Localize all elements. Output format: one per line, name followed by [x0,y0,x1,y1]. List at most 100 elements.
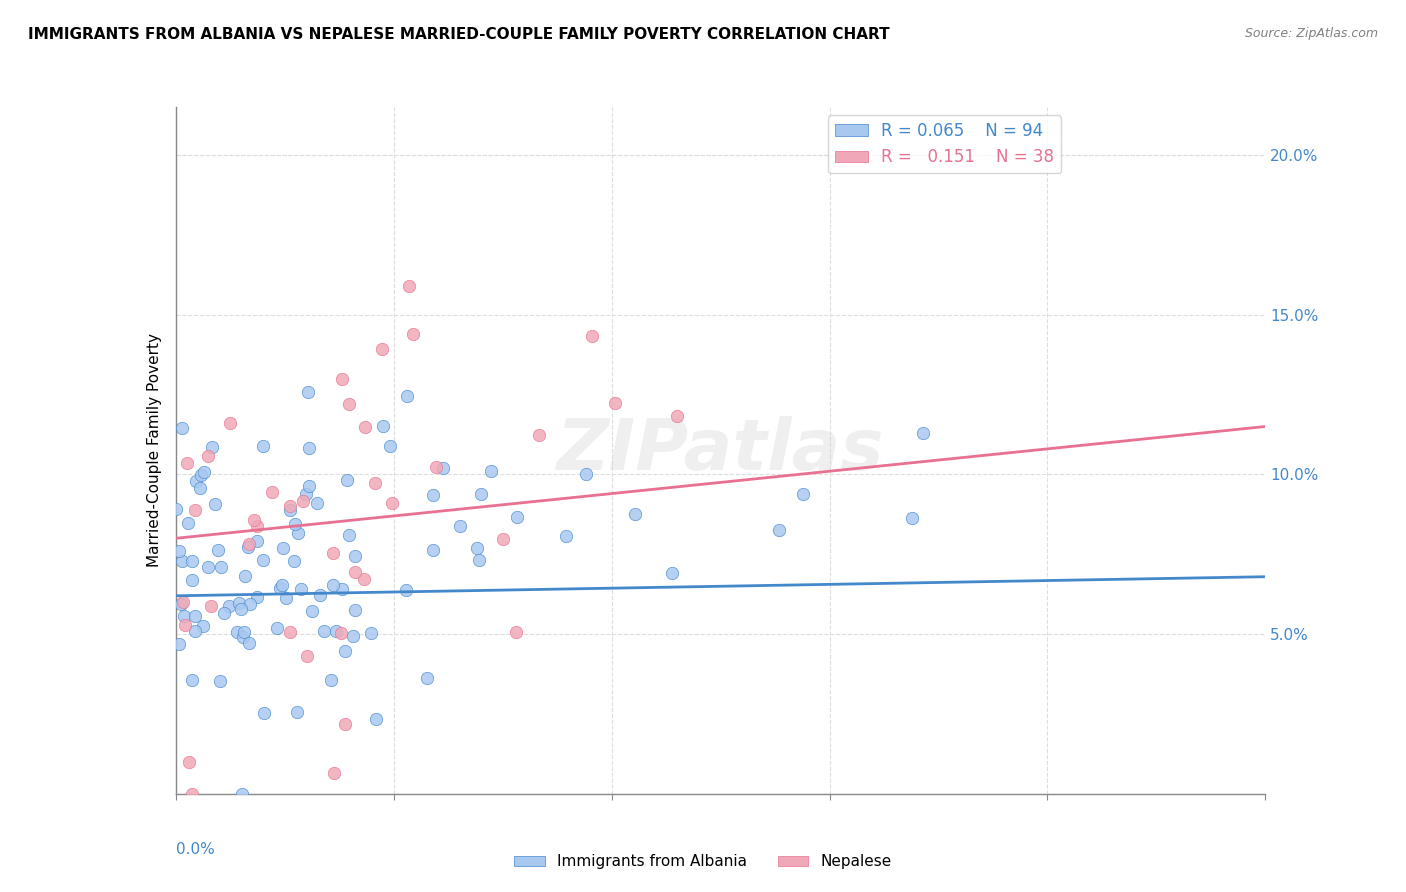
Point [200,599,222,613]
Legend: R = 0.065    N = 94, R =   0.151    N = 38: R = 0.065 N = 94, R = 0.151 N = 38 [828,115,1062,173]
Point [232,630,254,644]
Point [278,500,301,514]
Point [330,625,353,640]
Point [228,596,250,610]
Point [180,574,202,588]
Point [188,482,211,496]
Point [468,553,491,567]
Point [212,606,235,620]
Point [333,643,356,657]
Point [422,488,444,502]
Point [246,518,269,533]
Point [364,476,387,491]
Point [354,420,377,434]
Point [232,624,254,639]
Point [197,560,219,574]
Point [177,756,200,770]
Point [287,705,309,719]
Point [180,673,202,687]
Point [174,617,197,632]
Point [190,467,212,482]
Point [470,487,492,501]
Point [207,543,229,558]
Point [184,624,207,638]
Point [191,619,214,633]
Point [269,581,291,595]
Point [260,485,283,500]
Point [330,371,353,385]
Point [353,572,375,586]
Point [252,553,274,567]
Point [165,501,187,516]
Point [395,389,418,403]
Point [505,624,527,639]
Point [370,343,392,357]
Point [176,456,198,470]
Point [169,544,191,558]
Point [278,503,301,517]
Point [768,523,790,537]
Point [193,465,215,479]
Point [236,541,259,555]
Point [333,716,356,731]
Point [295,649,318,664]
Point [364,712,387,726]
Point [186,474,208,488]
Point [337,528,360,542]
Point [276,591,298,605]
Point [465,541,488,555]
Point [432,460,454,475]
Point [343,603,366,617]
Point [308,588,330,602]
Point [290,582,312,596]
Point [231,602,253,616]
Point [395,582,418,597]
Point [181,787,204,801]
Point [305,496,328,510]
Point [170,597,193,611]
Point [373,418,395,433]
Legend: Immigrants from Albania, Nepalese: Immigrants from Albania, Nepalese [508,848,898,875]
Point [270,577,292,591]
Point [239,597,262,611]
Text: 0.0%: 0.0% [176,842,215,857]
Point [912,425,935,440]
Point [555,529,578,543]
Point [167,637,190,651]
Point [225,624,247,639]
Point [425,460,447,475]
Point [176,516,198,530]
Point [252,439,274,453]
Point [575,467,598,482]
Point [180,554,202,568]
Point [283,554,305,568]
Point [527,428,550,442]
Point [322,578,344,592]
Text: IMMIGRANTS FROM ALBANIA VS NEPALESE MARRIED-COUPLE FAMILY POVERTY CORRELATION CH: IMMIGRANTS FROM ALBANIA VS NEPALESE MARR… [28,27,890,42]
Point [243,514,266,528]
Point [322,766,344,780]
Point [325,624,347,639]
Point [416,671,439,685]
Point [170,554,193,568]
Point [666,409,689,424]
Point [209,560,232,574]
Point [344,565,367,579]
Point [380,439,402,453]
Point [278,624,301,639]
Point [402,327,425,342]
Point [183,502,205,516]
Point [322,546,344,560]
Point [581,329,603,343]
Point [360,625,382,640]
Point [337,397,360,411]
Point [204,497,226,511]
Point [197,449,219,463]
Point [381,496,404,510]
Point [492,532,515,546]
Point [605,396,627,410]
Point [172,595,194,609]
Point [301,604,323,618]
Point [343,549,366,564]
Point [201,440,224,454]
